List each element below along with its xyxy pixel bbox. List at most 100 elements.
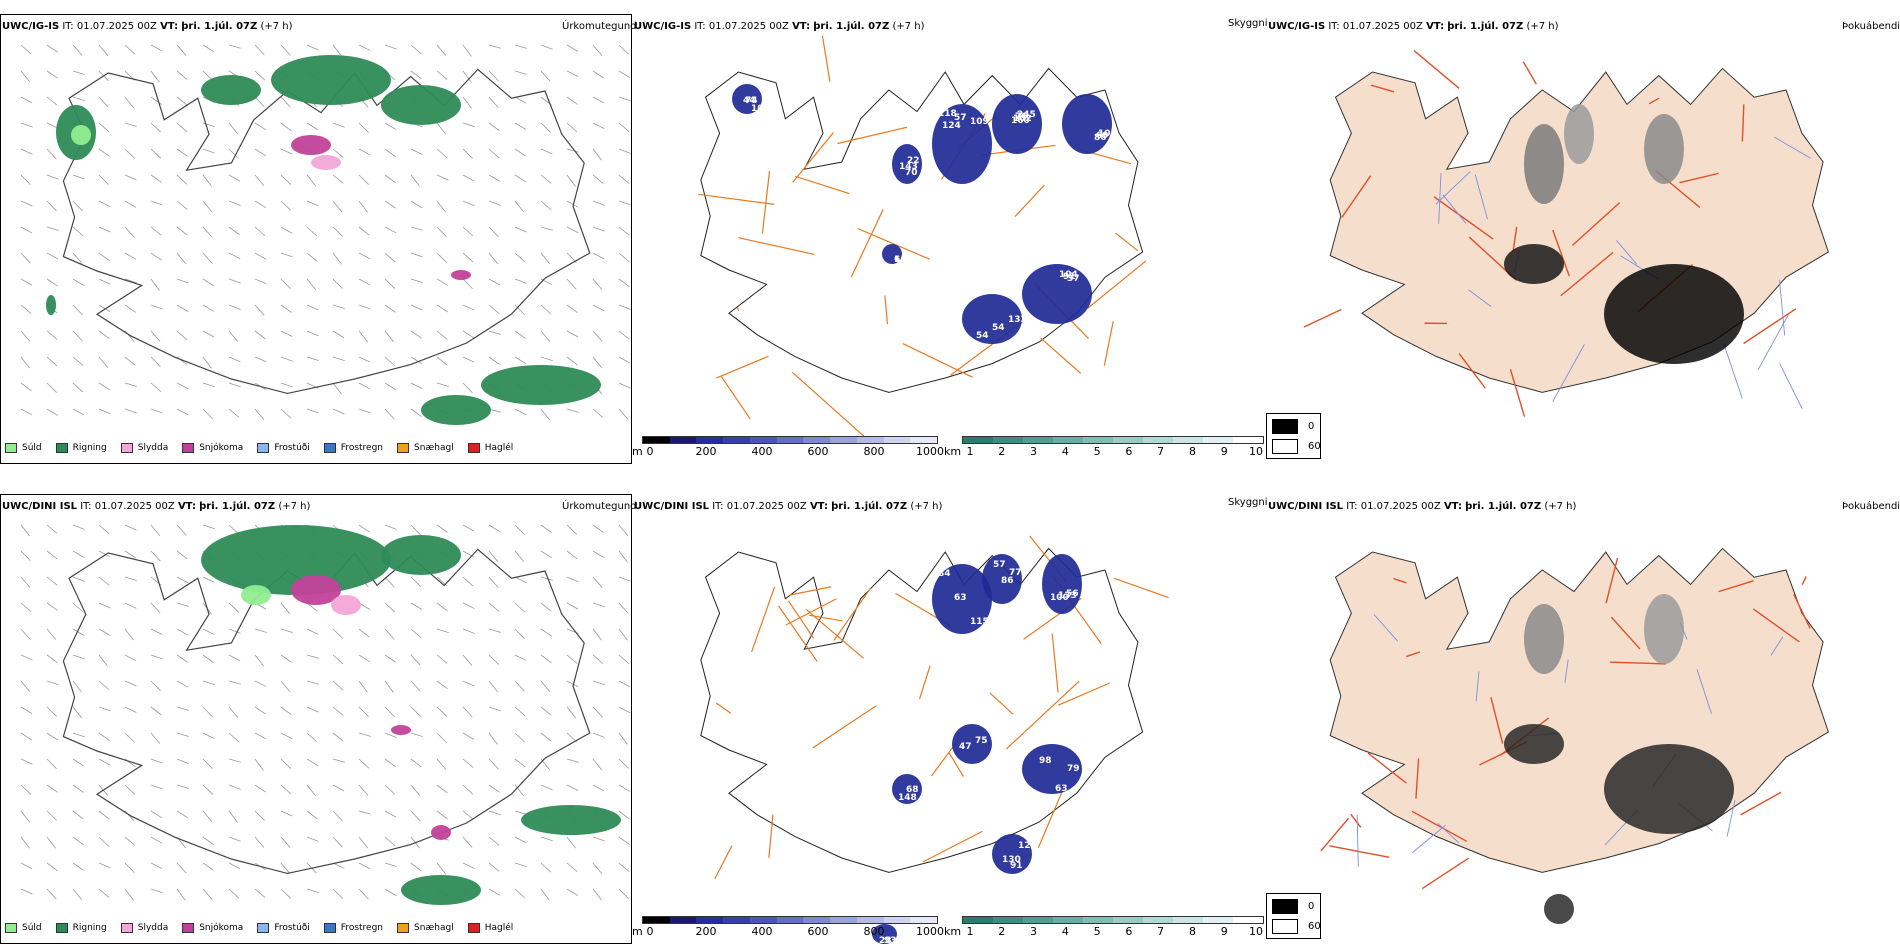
cloud-base-label: 109 [970,117,989,127]
legend-swatch [397,443,410,453]
legend-label: Frostúði [274,923,310,933]
precip-area [331,595,361,615]
legend-label: Súld [22,923,42,933]
valid-time: þri. 1.júl. 07Z [813,21,890,32]
colorbar-tick: 3 [1030,925,1038,938]
colorbar-tick: 1000 [916,925,944,938]
road [1103,321,1114,366]
legend-swatch [257,923,270,933]
cloud-base-label: 120 [1018,841,1037,851]
colorbar-tick: 600 [807,445,829,458]
init-time: IT: 01.07.2025 00Z [712,501,807,512]
cloud-base-label: 160 [1011,116,1030,126]
cloud-base-label: 63 [954,593,967,603]
precip-area [481,365,601,405]
fog-area [1504,244,1564,284]
fog-area [1644,594,1684,664]
colorbar-tick: 4 [1061,445,1069,458]
precip-area [381,535,461,575]
precip-legend-item: Slydda [120,443,168,453]
colorbar-segment [1053,437,1083,443]
fog-map-row1 [1303,49,1830,417]
fog-legend-item: 0 [1272,899,1314,914]
fog-legend-row1: 0 60 [1266,413,1321,459]
precip-legend-item: Snæhagl [397,923,454,933]
road [1320,817,1350,852]
colorbar-tick: 800 [863,925,885,938]
road [785,598,837,626]
model-label: UWC/DINI ISL [634,501,710,512]
colorbar-segment [749,437,777,443]
legend-swatch [257,443,270,453]
river [1411,824,1446,854]
precip-legend-item: Haglél [467,923,513,933]
colorbar-tick: 2 [998,925,1006,938]
colorbar-segment [1113,437,1143,443]
cloud-base-label: 98 [1039,756,1052,766]
legend-swatch [182,923,195,933]
fog-legend-label: 0 [1308,901,1315,912]
colorbar-tick: 200 [695,445,717,458]
road [1005,680,1080,750]
road [812,705,877,749]
cloud-title-row2: UWC/DINI ISL IT: 01.07.2025 00Z VT: þri.… [634,501,942,512]
vt-prefix: VT: [177,501,196,512]
road [1087,260,1147,309]
height-colorbar-row1: m 0 200 400 600 800 1000 [632,436,944,466]
colorbar-segment [723,917,750,923]
legend-swatch [323,443,336,453]
cloud-area [732,84,762,114]
cloud-area [1022,744,1082,794]
legend-label: Haglél [484,443,514,453]
precip-legend-item: Frostúði [257,923,310,933]
colorbar-tick: 7 [1157,445,1165,458]
river [1356,814,1359,867]
road [948,752,965,777]
legend-label: Frostregn [340,443,384,453]
road [989,692,1014,715]
road [1014,184,1045,217]
colorbar-segment [1233,437,1263,443]
fog-map-row2 [1320,547,1830,924]
colorbar-segment [1083,917,1113,923]
cloud-base-label: 100 [751,104,770,114]
cloud-area [1022,264,1092,324]
init-time: IT: 01.07.2025 00Z [694,21,789,32]
road [837,126,908,145]
fog-panel-row2 [1264,494,1900,944]
fog-legend-swatch [1272,439,1298,454]
colorbar-tick: 6 [1125,925,1133,938]
road [1522,61,1537,85]
road [791,371,865,437]
colorbar-segment [669,917,697,923]
road [1350,813,1362,828]
fog-legend-swatch [1272,919,1298,934]
legend-swatch [5,923,17,933]
precip-area [291,575,341,605]
cloud-base-label: 47 [959,742,972,752]
road [1741,104,1745,142]
cloud-base-label: 162 [894,255,913,265]
road [698,193,775,205]
forecast-offset: (+7 h) [278,501,311,512]
road [715,355,769,379]
cloud-area [932,104,992,184]
cloud-panel-row1: 118 160 86 37 54 22 141 74 57 102 69 91 54 143 162 100 1… [632,14,1264,464]
fog-area [1644,114,1684,184]
river [1726,799,1736,837]
road [778,605,818,662]
river [1770,636,1784,656]
road [721,376,751,420]
river [1552,344,1585,403]
cloud-base-label: 64 [894,255,907,265]
cloud-title-row1: UWC/IG-IS IT: 01.07.2025 00Z VT: þri. 1.… [634,21,925,32]
colorbar-segment [883,437,911,443]
road [761,170,771,234]
colorbar-tick: 9 [1220,925,1228,938]
precip-legend-row1: Súld Rigning Slydda Snjókoma Frostúði Frostre… [5,439,627,457]
precip-panel-row2: Súld Rigning Slydda Snjókoma Frostúði Frostre… [0,494,632,944]
road [1512,226,1518,252]
colorbar-tick: 800 [863,445,885,458]
cloud-base-label: 115 [970,617,989,627]
river [1438,173,1442,224]
